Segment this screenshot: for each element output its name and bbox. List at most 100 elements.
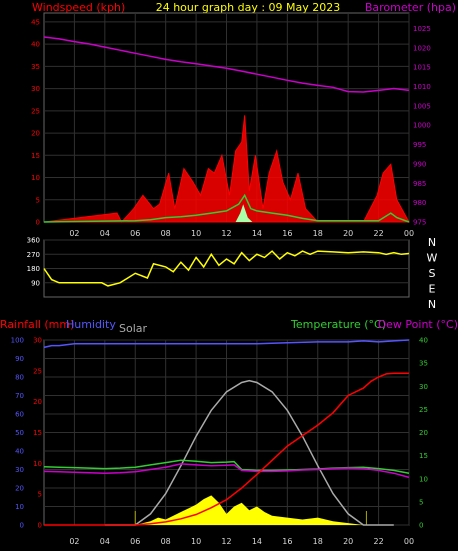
humidity-tick-label: 50	[15, 429, 24, 437]
dew-point-line	[43, 463, 410, 479]
temperature-tick-label: 35	[419, 360, 428, 368]
rain-tick-label: 0	[38, 522, 42, 530]
humidity-tick-label: 20	[15, 485, 24, 493]
temperature-tick-label: 40	[419, 337, 428, 345]
barometer-tick-label: 1020	[413, 44, 431, 52]
temperature-tick-label: 0	[419, 522, 423, 530]
direction-tick-label: 270	[27, 251, 40, 259]
wind-direction-series	[43, 250, 410, 287]
rain-tick-label: 10	[33, 460, 42, 468]
windspeed-axis-label: Windspeed (kph)	[32, 1, 125, 14]
windspeed-tick-label: 10	[31, 174, 40, 182]
wind-lull-area	[235, 204, 253, 222]
temperature-tick-label: 5	[419, 498, 423, 506]
humidity-ticks: 0 10 20 30 40 50 60 70 80 90 100	[11, 337, 24, 530]
humidity-tick-label: 80	[15, 374, 24, 382]
temperature-tick-label: 15	[419, 452, 428, 460]
hour-tick-label: 00	[404, 537, 414, 546]
direction-tick-label: 360	[27, 237, 40, 245]
hour-tick-label: 00	[404, 229, 414, 238]
hour-tick-label: 06	[130, 229, 140, 238]
solar-label: Solar	[119, 322, 148, 335]
windspeed-tick-label: 35	[31, 63, 40, 71]
wind-direction-grid	[44, 239, 409, 284]
direction-tick-label: 90	[31, 279, 40, 287]
rain-tick-label: 5	[38, 491, 42, 499]
windspeed-tick-label: 5	[36, 196, 40, 204]
rain-tick-label: 25	[33, 367, 42, 375]
hour-tick-label: 18	[313, 537, 323, 546]
barometer-tick-label: 1015	[413, 64, 431, 72]
barometer-tick-label: 975	[413, 219, 426, 227]
hour-tick-label: 20	[343, 537, 353, 546]
hour-tick-label: 16	[282, 537, 292, 546]
hour-ticks-bottom: 02 04 06 08 10 12 14 16 18 20 22 00	[69, 537, 414, 546]
rain-ticks: 0 5 10 15 20 25 30	[33, 337, 42, 530]
wind-pressure-series	[43, 36, 410, 223]
rain-tick-label: 20	[33, 398, 42, 406]
humidity-tick-label: 30	[15, 466, 24, 474]
rain-temp-series	[43, 339, 410, 526]
windspeed-tick-label: 20	[31, 130, 40, 138]
humidity-tick-label: 10	[15, 503, 24, 511]
hour-tick-label: 02	[69, 537, 79, 546]
humidity-tick-label: 90	[15, 355, 24, 363]
humidity-axis-label: Humidity	[66, 318, 116, 331]
barometer-tick-label: 990	[413, 160, 426, 168]
windspeed-tick-label: 25	[31, 107, 40, 115]
windspeed-tick-label: 30	[31, 85, 40, 93]
compass-label: N	[428, 236, 436, 249]
barometer-tick-label: 1010	[413, 83, 431, 91]
temperature-ticks: 0 5 10 15 20 25 30 35 40	[419, 337, 428, 530]
hour-tick-label: 12	[221, 229, 231, 238]
wind-direction-line	[43, 250, 410, 287]
solar-theoretical-line	[104, 379, 394, 526]
windspeed-tick-label: 45	[31, 18, 40, 26]
humidity-tick-label: 70	[15, 392, 24, 400]
hour-tick-label: 04	[100, 537, 110, 546]
solar-actual-area	[135, 495, 364, 525]
humidity-tick-label: 40	[15, 448, 24, 456]
temperature-tick-label: 10	[419, 475, 428, 483]
barometer-tick-label: 1000	[413, 122, 431, 130]
temperature-tick-label: 20	[419, 429, 428, 437]
hour-tick-label: 18	[313, 229, 323, 238]
temperature-tick-label: 25	[419, 406, 428, 414]
hour-tick-label: 06	[130, 537, 140, 546]
hour-tick-label: 20	[343, 229, 353, 238]
hour-tick-label: 14	[252, 537, 262, 546]
windspeed-ticks: 0 5 10 15 20 25 30 35 40 45	[31, 18, 40, 226]
hour-tick-label: 12	[221, 537, 231, 546]
rain-tick-label: 15	[33, 429, 42, 437]
hour-tick-label: 02	[69, 229, 79, 238]
hour-tick-label: 10	[191, 537, 201, 546]
windspeed-tick-label: 15	[31, 152, 40, 160]
windspeed-tick-label: 0	[36, 219, 40, 227]
barometer-axis-label: Barometer (hpa)	[365, 1, 456, 14]
dew-point-axis-label: Dew Point (°C)	[378, 318, 458, 331]
hour-ticks-top: 02 04 06 08 10 12 14 16 18 20 22 00	[69, 229, 414, 238]
direction-tick-label: 180	[27, 265, 40, 273]
barometer-tick-label: 1005	[413, 102, 431, 110]
barometer-tick-label: 985	[413, 180, 426, 188]
hour-tick-label: 16	[282, 229, 292, 238]
hour-tick-label: 10	[191, 229, 201, 238]
compass-label: W	[427, 252, 438, 265]
rainfall-line	[44, 372, 409, 526]
humidity-tick-label: 60	[15, 411, 24, 419]
wind-gust-area	[43, 115, 410, 223]
compass-label: E	[429, 283, 436, 296]
compass-label: S	[429, 267, 436, 280]
humidity-tick-label: 0	[20, 522, 24, 530]
barometer-tick-label: 1025	[413, 25, 431, 33]
direction-ticks: 90 180 270 360	[27, 237, 40, 288]
hour-tick-label: 04	[100, 229, 110, 238]
humidity-line	[43, 339, 410, 349]
hour-tick-label: 08	[161, 537, 171, 546]
wind-average-line	[43, 193, 410, 223]
chart-title: 24 hour graph day : 09 May 2023	[156, 1, 341, 14]
barometer-tick-label: 995	[413, 141, 426, 149]
temperature-axis-label: Temperature (°C)	[290, 318, 386, 331]
